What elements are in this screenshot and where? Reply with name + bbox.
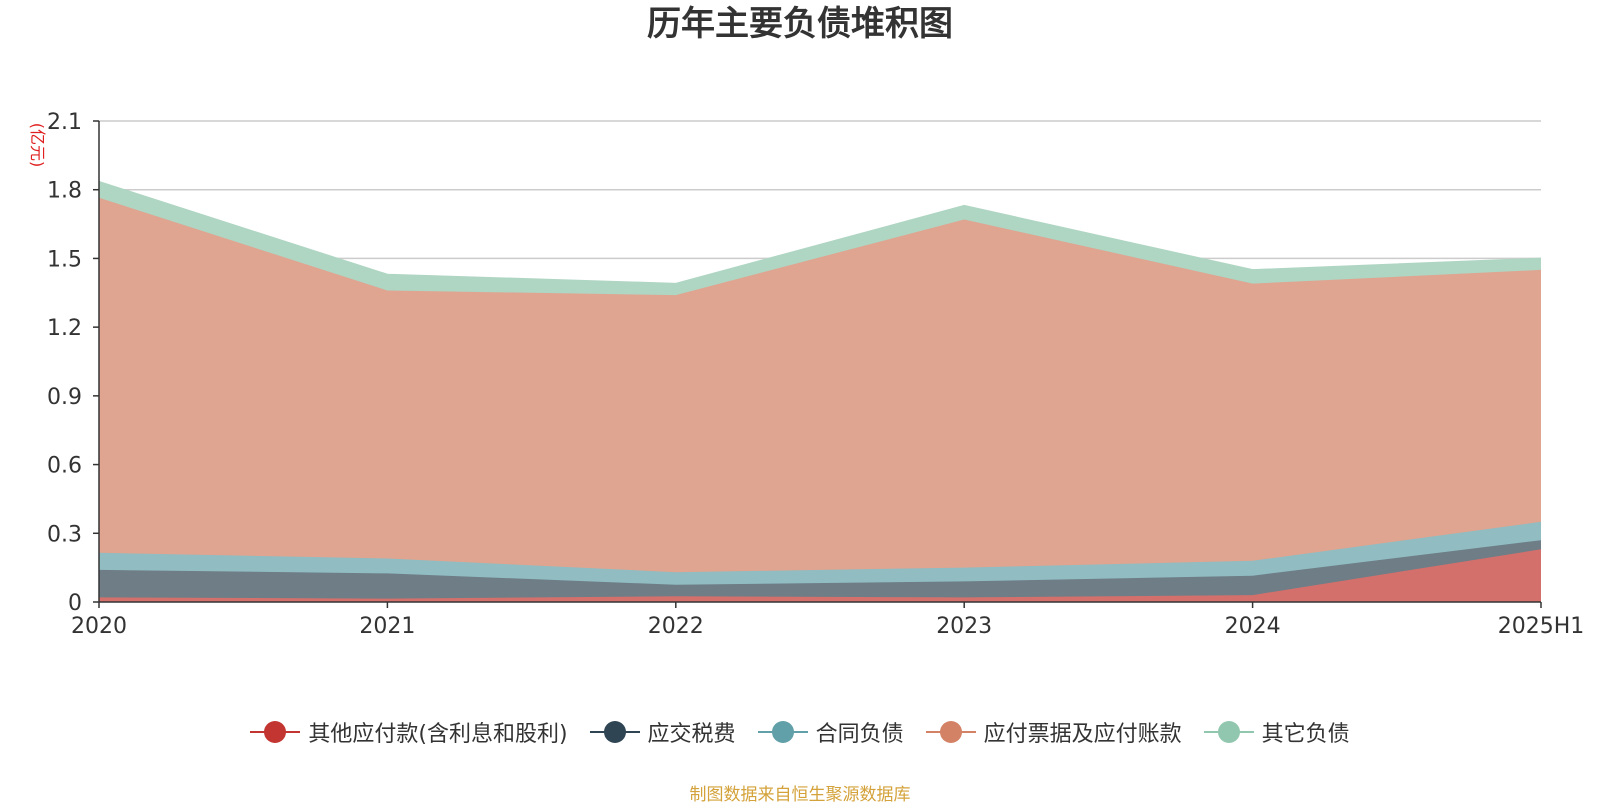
legend-marker-icon: [925, 721, 976, 743]
chart-title: 历年主要负债堆积图: [647, 4, 953, 44]
y-tick-label: 1.5: [47, 247, 82, 272]
y-tick-label: 0.3: [47, 522, 82, 547]
x-tick-label: 2025H1: [1498, 614, 1585, 639]
legend-item-4[interactable]: 其它负债: [1203, 716, 1350, 748]
legend-marker-icon: [757, 721, 808, 743]
legend-item-0[interactable]: 其他应付款(含利息和股利): [250, 716, 568, 748]
legend-marker-icon: [1203, 721, 1254, 743]
area-series-0[interactable]: [99, 549, 1541, 602]
area-series-4[interactable]: [99, 181, 1541, 296]
x-tick-label: 2022: [648, 614, 704, 639]
tick-labels: 0 0.3 0.6 0.9 1.2 1.5 1.8 2.1 2020 2021 2022 2023 20…: [47, 110, 1584, 639]
source-note: 制图数据来自恒生聚源数据库: [689, 785, 911, 805]
legend-item-1[interactable]: 应交税费: [589, 716, 736, 748]
area-series-2[interactable]: [99, 521, 1541, 585]
y-tick-label: 1.8: [47, 179, 82, 204]
area-series: [98, 180, 1542, 602]
x-tick-label: 2020: [71, 614, 127, 639]
x-tick-label: 2021: [359, 614, 415, 639]
legend-label: 合同负债: [815, 722, 904, 747]
legend-label: 其他应付款(含利息和股利): [308, 722, 568, 747]
axes: [93, 120, 1542, 608]
y-tick-label: 1.2: [47, 316, 82, 341]
legend-item-3[interactable]: 应付票据及应付账款: [925, 716, 1182, 748]
area-series-edge-4: [98, 180, 1542, 285]
area-series-3[interactable]: [99, 197, 1541, 573]
y-tick-label: 0.9: [47, 385, 82, 410]
area-series-1[interactable]: [99, 540, 1541, 599]
y-tick-label: 0: [68, 591, 82, 616]
legend: 其他应付款(含利息和股利) 应交税费 合同负债 应付票据及应付账款 其它负债: [0, 716, 1600, 748]
legend-label: 应交税费: [647, 722, 736, 747]
x-tick-label: 2024: [1225, 614, 1281, 639]
legend-label: 其它负债: [1261, 722, 1350, 747]
legend-marker-icon: [250, 721, 301, 743]
x-tick-label: 2023: [936, 614, 992, 639]
legend-marker-icon: [589, 721, 640, 743]
legend-label: 应付票据及应付账款: [983, 722, 1182, 747]
legend-item-2[interactable]: 合同负债: [757, 716, 904, 748]
y-tick-label: 2.1: [47, 110, 82, 135]
y-axis-unit-label: (亿元): [28, 123, 47, 168]
y-tick-label: 0.6: [47, 454, 82, 479]
